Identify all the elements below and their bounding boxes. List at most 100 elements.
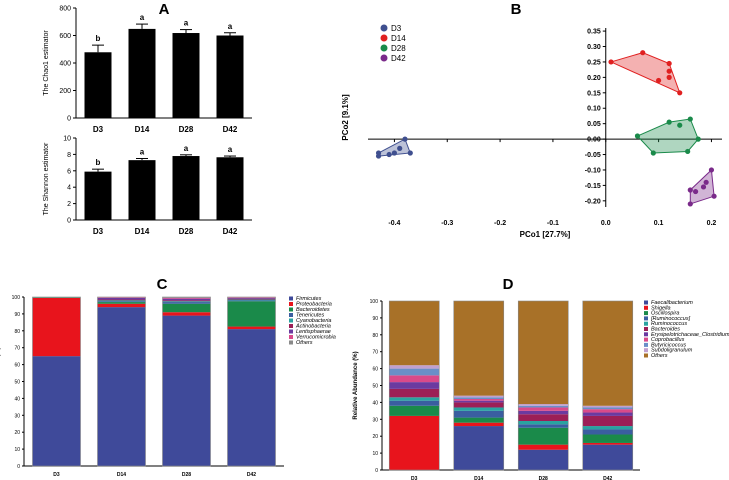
segment-Shigella xyxy=(582,442,633,445)
legend-swatch xyxy=(644,342,648,347)
segment-Bacteroidetes xyxy=(97,302,146,304)
bar-outline xyxy=(453,300,505,471)
y-tick-label: 0 xyxy=(67,116,71,123)
segment-Coprobacillus xyxy=(389,375,440,383)
legend-label: Oscillospira xyxy=(651,311,679,317)
legend-swatch xyxy=(289,340,293,345)
y-axis-label: Relative Abundance (%) xyxy=(0,347,1,415)
bar-D42 xyxy=(216,157,244,220)
legend-label: Butyricicoccus xyxy=(651,342,686,348)
x-tick-label: D42 xyxy=(223,125,238,134)
legend-label: Bacteroidetes xyxy=(296,307,330,313)
x-tick-label: -0.1 xyxy=(547,220,559,227)
segment-Tenericutes xyxy=(162,302,211,304)
segment-Subdoligranulum xyxy=(453,395,504,398)
legend-label: Ruminococcus xyxy=(651,321,687,327)
bar-outline xyxy=(97,296,146,467)
x-tick-label: D3 xyxy=(53,472,60,478)
legend-label: Erysipelotrichaceae_Clostridium xyxy=(651,332,729,338)
x-tick-label: D3 xyxy=(93,125,104,134)
legend-swatch xyxy=(289,313,293,317)
point-D14 xyxy=(666,74,672,80)
segment-Firmicutes xyxy=(162,315,211,466)
segment-Butyricicoccus xyxy=(453,397,504,400)
point-D14 xyxy=(608,59,614,65)
segment-Bacteroides xyxy=(389,388,440,398)
segment-Proteobacteria xyxy=(32,297,81,357)
panel-label: B xyxy=(511,1,522,18)
x-tick-label: D28 xyxy=(179,227,194,236)
point-D42 xyxy=(711,193,717,199)
y-tick-label: 100 xyxy=(12,295,21,301)
chart-B: -0.4 -0.3 -0.2 -0.1 0.0 0.1 0.2 -0.20 -0.15 -0.10… xyxy=(341,1,722,239)
legend-label: Actinobacteria xyxy=(295,324,331,330)
legend-swatch xyxy=(644,305,648,310)
y-tick-label: 0.25 xyxy=(587,59,601,66)
x-axis-label: PCo1 [27.7%] xyxy=(520,230,571,239)
bar-D14 xyxy=(128,160,156,220)
bar-outline xyxy=(517,300,569,471)
segment-Proteobacteria xyxy=(97,303,146,308)
y-tick-label: 30 xyxy=(14,413,20,419)
segment-Coprobacillus xyxy=(518,407,569,411)
segment-Cyanobacteria xyxy=(97,300,146,302)
y-tick-label: 40 xyxy=(14,396,20,402)
y-tick-label: 90 xyxy=(14,312,20,318)
significance-letter: b xyxy=(96,34,101,43)
y-tick-label: 80 xyxy=(372,333,378,339)
point-D28 xyxy=(650,150,656,156)
segment-[Ruminococcus] xyxy=(582,429,633,435)
y-tick-label: 80 xyxy=(14,329,20,335)
legend-label: Proteobacteria xyxy=(296,302,332,308)
significance-letter: a xyxy=(228,22,233,31)
segment-Actinobacteria xyxy=(227,298,276,300)
segment-Subdoligranulum xyxy=(389,365,440,369)
panel-label: C xyxy=(157,276,168,293)
legend-label: [Ruminococcus] xyxy=(650,316,691,322)
point-D14 xyxy=(655,77,662,84)
point-D14 xyxy=(640,50,646,56)
point-D42 xyxy=(703,179,709,185)
point-D14 xyxy=(666,60,672,67)
point-D42 xyxy=(700,184,707,190)
significance-letter: b xyxy=(96,158,101,167)
y-tick-label: 50 xyxy=(372,384,378,390)
significance-letter: a xyxy=(184,19,189,28)
x-tick-label: 0.0 xyxy=(601,220,611,227)
point-D3 xyxy=(402,136,408,142)
segment-Coprobacillus xyxy=(582,409,633,413)
legend-swatch xyxy=(644,327,648,331)
y-tick-label: 50 xyxy=(14,380,20,386)
segment-Verrucomicrobia xyxy=(162,297,211,299)
segment-[Ruminococcus] xyxy=(453,410,504,418)
y-tick-label: 60 xyxy=(372,367,378,373)
legend-swatch xyxy=(289,307,293,312)
segment-Ruminococcus xyxy=(582,426,633,430)
legend-swatch xyxy=(289,335,293,339)
legend-label: D14 xyxy=(391,34,406,43)
y-tick-label: -0.10 xyxy=(585,167,601,174)
segment-Shigella xyxy=(453,422,504,427)
y-tick-label: 70 xyxy=(14,346,20,352)
y-tick-label: 20 xyxy=(372,434,378,440)
segment-Butyricicoccus xyxy=(582,407,633,410)
legend-label: Cyanobacteria xyxy=(296,318,331,324)
segment-Shigella xyxy=(518,444,569,450)
significance-letter: a xyxy=(228,145,233,154)
point-D42 xyxy=(687,201,693,207)
segment-Erysipelotrichaceae_Clostridium xyxy=(389,382,440,389)
legend-swatch xyxy=(644,337,648,342)
y-tick-label: 600 xyxy=(59,33,71,40)
legend-swatch xyxy=(289,296,293,301)
segment-Coprobacillus xyxy=(453,399,504,401)
segment-Ruminococcus xyxy=(389,397,440,401)
point-D28 xyxy=(695,136,701,142)
y-tick-label: 400 xyxy=(59,61,71,68)
y-tick-label: 0.20 xyxy=(587,75,601,82)
y-tick-label: -0.05 xyxy=(585,152,601,159)
segment-Actinobacteria xyxy=(97,299,146,301)
segment-Erysipelotrichaceae_Clostridium xyxy=(518,410,569,415)
chart-D: 0 10 20 30 40 50 60 70 80 90 100 D3 D14 D28 D42 Faecali… xyxy=(353,276,729,480)
bar-outline xyxy=(162,296,211,467)
segment-Verrucomicrobia xyxy=(97,297,146,298)
